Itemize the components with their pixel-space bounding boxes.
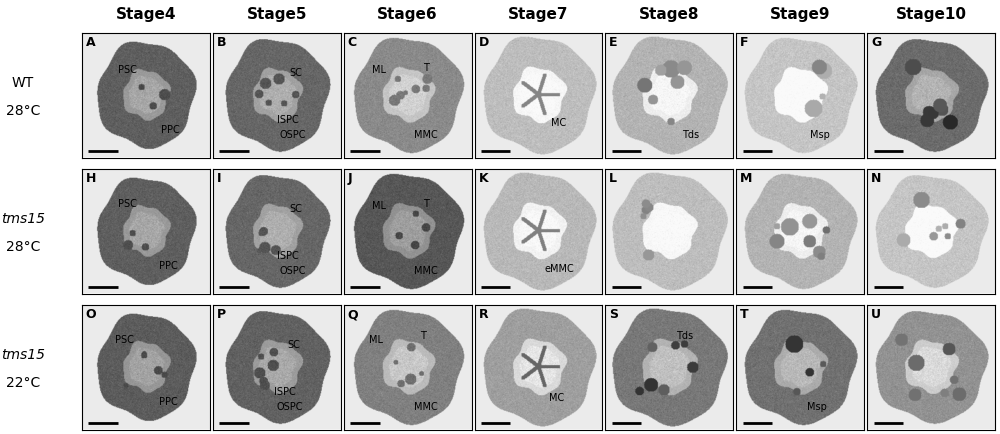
Text: ML: ML — [372, 201, 386, 211]
Text: Msp: Msp — [810, 130, 830, 140]
Text: J: J — [348, 172, 352, 185]
Text: 28°C: 28°C — [6, 240, 40, 254]
Text: R: R — [478, 308, 488, 321]
Text: SC: SC — [287, 339, 300, 349]
Text: ISPC: ISPC — [277, 251, 299, 261]
Text: Stage9: Stage9 — [770, 7, 830, 22]
Text: A: A — [86, 36, 95, 49]
Text: PPC: PPC — [161, 125, 180, 135]
Text: M: M — [740, 172, 752, 185]
Text: Stage6: Stage6 — [377, 7, 438, 22]
Text: tms15: tms15 — [1, 212, 45, 226]
Text: Tds: Tds — [676, 331, 693, 341]
Text: MC: MC — [551, 118, 567, 128]
Text: G: G — [871, 36, 881, 49]
Text: C: C — [348, 36, 357, 49]
Text: Msp: Msp — [807, 402, 826, 412]
Text: Stage7: Stage7 — [508, 7, 569, 22]
Text: SC: SC — [290, 68, 302, 78]
Text: PPC: PPC — [159, 397, 177, 407]
Text: MMC: MMC — [414, 266, 438, 276]
Text: SC: SC — [290, 204, 302, 214]
Text: B: B — [217, 36, 226, 49]
Text: PSC: PSC — [118, 199, 137, 209]
Text: L: L — [609, 172, 617, 185]
Text: PPC: PPC — [159, 261, 177, 271]
Text: E: E — [609, 36, 618, 49]
Text: ML: ML — [372, 65, 386, 75]
Text: P: P — [217, 308, 226, 321]
Text: 22°C: 22°C — [6, 376, 40, 390]
Text: D: D — [478, 36, 489, 49]
Text: OSPC: OSPC — [279, 266, 306, 276]
Text: Stage4: Stage4 — [116, 7, 176, 22]
Text: K: K — [478, 172, 488, 185]
Text: 28°C: 28°C — [6, 105, 40, 118]
Text: tms15: tms15 — [1, 348, 45, 362]
Text: T: T — [740, 308, 749, 321]
Text: Q: Q — [348, 308, 358, 321]
Text: N: N — [871, 172, 881, 185]
Text: S: S — [609, 308, 618, 321]
Text: Stage10: Stage10 — [896, 7, 967, 22]
Text: Tds: Tds — [682, 130, 699, 140]
Text: PSC: PSC — [115, 335, 134, 345]
Text: T: T — [420, 331, 426, 341]
Text: T: T — [423, 199, 429, 209]
Text: MC: MC — [549, 393, 564, 403]
Text: MMC: MMC — [414, 130, 438, 140]
Text: T: T — [423, 62, 429, 72]
Text: F: F — [740, 36, 749, 49]
Text: PSC: PSC — [118, 65, 137, 75]
Text: ISPC: ISPC — [277, 115, 299, 125]
Text: Stage5: Stage5 — [247, 7, 307, 22]
Text: MMC: MMC — [414, 402, 438, 412]
Text: WT: WT — [12, 76, 34, 89]
Text: H: H — [86, 172, 96, 185]
Text: O: O — [86, 308, 96, 321]
Text: OSPC: OSPC — [277, 402, 303, 412]
Text: ML: ML — [369, 335, 383, 345]
Text: eMMC: eMMC — [545, 263, 575, 274]
Text: Stage8: Stage8 — [639, 7, 700, 22]
Text: U: U — [871, 308, 881, 321]
Text: I: I — [217, 172, 221, 185]
Text: ISPC: ISPC — [274, 387, 296, 397]
Text: OSPC: OSPC — [279, 130, 306, 140]
